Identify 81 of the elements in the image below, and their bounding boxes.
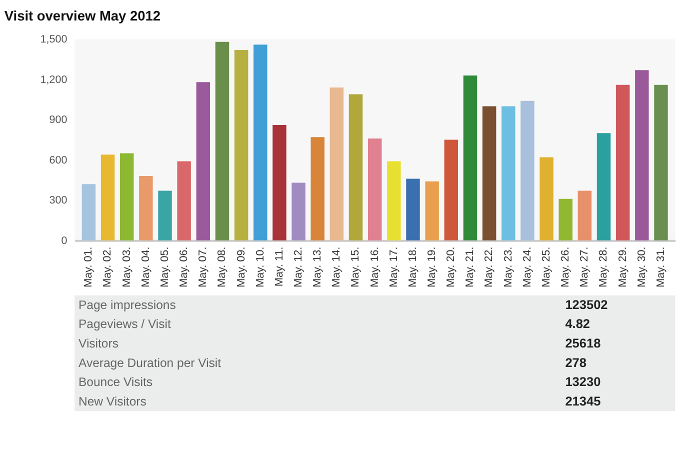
text: 21345 <box>565 393 601 408</box>
bar <box>100 154 115 240</box>
x-tick-label: May. 13. <box>312 246 324 288</box>
x-tick-label: May. 06. <box>178 246 190 288</box>
x-tick-label: May. 15. <box>350 246 362 288</box>
x-tick-label: May. 31. <box>654 246 667 288</box>
y-tick-label: 300 <box>49 194 68 207</box>
text: Bounce Visits <box>78 375 152 390</box>
bar <box>272 125 286 240</box>
text: 13230 <box>565 374 601 390</box>
y-tick-label: 0 <box>61 234 68 247</box>
text: Average Duration per Visit <box>78 356 222 370</box>
x-tick-label: May. 24. <box>521 246 534 288</box>
bar <box>234 50 248 240</box>
text: New Visitors <box>78 394 146 408</box>
bar <box>292 182 306 240</box>
bar <box>158 190 172 240</box>
x-tick-label: May. 30. <box>636 246 648 288</box>
bar <box>444 140 458 240</box>
x-tick-label: May. 21. <box>464 246 476 288</box>
x-tick-label: May. 14. <box>330 246 343 288</box>
text: Pageviews / Visit <box>78 317 172 332</box>
x-tick-label: May. 23. <box>502 246 514 288</box>
x-tick-label: May. 19. <box>426 246 438 288</box>
bar <box>368 138 382 240</box>
x-tick-label: May. 17. <box>388 246 400 288</box>
x-tick-label: May. 20. <box>445 246 458 288</box>
x-tick-label: May. 16. <box>368 246 381 288</box>
bar <box>120 153 134 240</box>
text: Visitors <box>78 336 118 351</box>
bar <box>520 100 534 240</box>
x-tick-label: May. 27. <box>578 246 591 288</box>
y-tick-label: 900 <box>49 114 68 126</box>
bar <box>406 178 420 240</box>
text: 4.82 <box>565 316 590 332</box>
bar <box>463 75 478 240</box>
text: 123502 <box>565 296 608 312</box>
bar <box>596 133 611 240</box>
bar <box>425 181 439 240</box>
bar <box>635 70 649 240</box>
bar <box>310 137 324 240</box>
x-tick-label: May. 29. <box>616 246 629 288</box>
bar <box>177 161 191 240</box>
bar <box>482 106 496 240</box>
text: 278 <box>565 354 586 370</box>
x-tick-label: May. 01. <box>82 246 95 288</box>
y-tick-label: 600 <box>49 154 68 166</box>
bar <box>578 190 592 240</box>
bar <box>558 198 572 240</box>
bar <box>502 106 516 240</box>
x-tick-label: May. 18. <box>406 246 419 288</box>
bar <box>616 84 630 240</box>
x-tick-label: May. 22. <box>483 246 496 288</box>
bar <box>215 42 230 240</box>
bar <box>139 176 153 240</box>
bar <box>82 184 96 240</box>
x-tick-label: May. 05. <box>158 246 171 288</box>
x-tick-label: May. 11. <box>273 246 286 287</box>
x-tick-label: May. 09. <box>235 246 248 288</box>
bar <box>540 157 554 240</box>
x-tick-label: May. 04. <box>140 246 152 288</box>
x-tick-label: May. 08. <box>216 246 228 288</box>
x-tick-label: May. 28. <box>598 246 610 288</box>
bar <box>254 44 268 240</box>
bar <box>348 94 363 240</box>
y-tick-label: 1,200 <box>40 74 68 86</box>
bar <box>196 82 210 240</box>
x-tick-label: May. 25. <box>540 246 552 288</box>
bar <box>654 84 668 240</box>
x-tick-label: May. 02. <box>102 246 114 288</box>
text: Page impressions <box>78 298 176 312</box>
x-tick-label: May. 03. <box>120 246 133 288</box>
x-tick-label: May. 07. <box>197 246 210 288</box>
bar <box>330 88 344 240</box>
x-tick-label: May. 26. <box>560 246 572 288</box>
x-tick-label: May. 12. <box>292 246 304 288</box>
bar <box>387 161 401 240</box>
chart-title: Visit overview May 2012 <box>4 8 161 24</box>
y-tick-label: 1,500 <box>40 34 68 46</box>
x-tick-label: May. 10. <box>254 246 266 288</box>
text: 25618 <box>565 336 601 351</box>
